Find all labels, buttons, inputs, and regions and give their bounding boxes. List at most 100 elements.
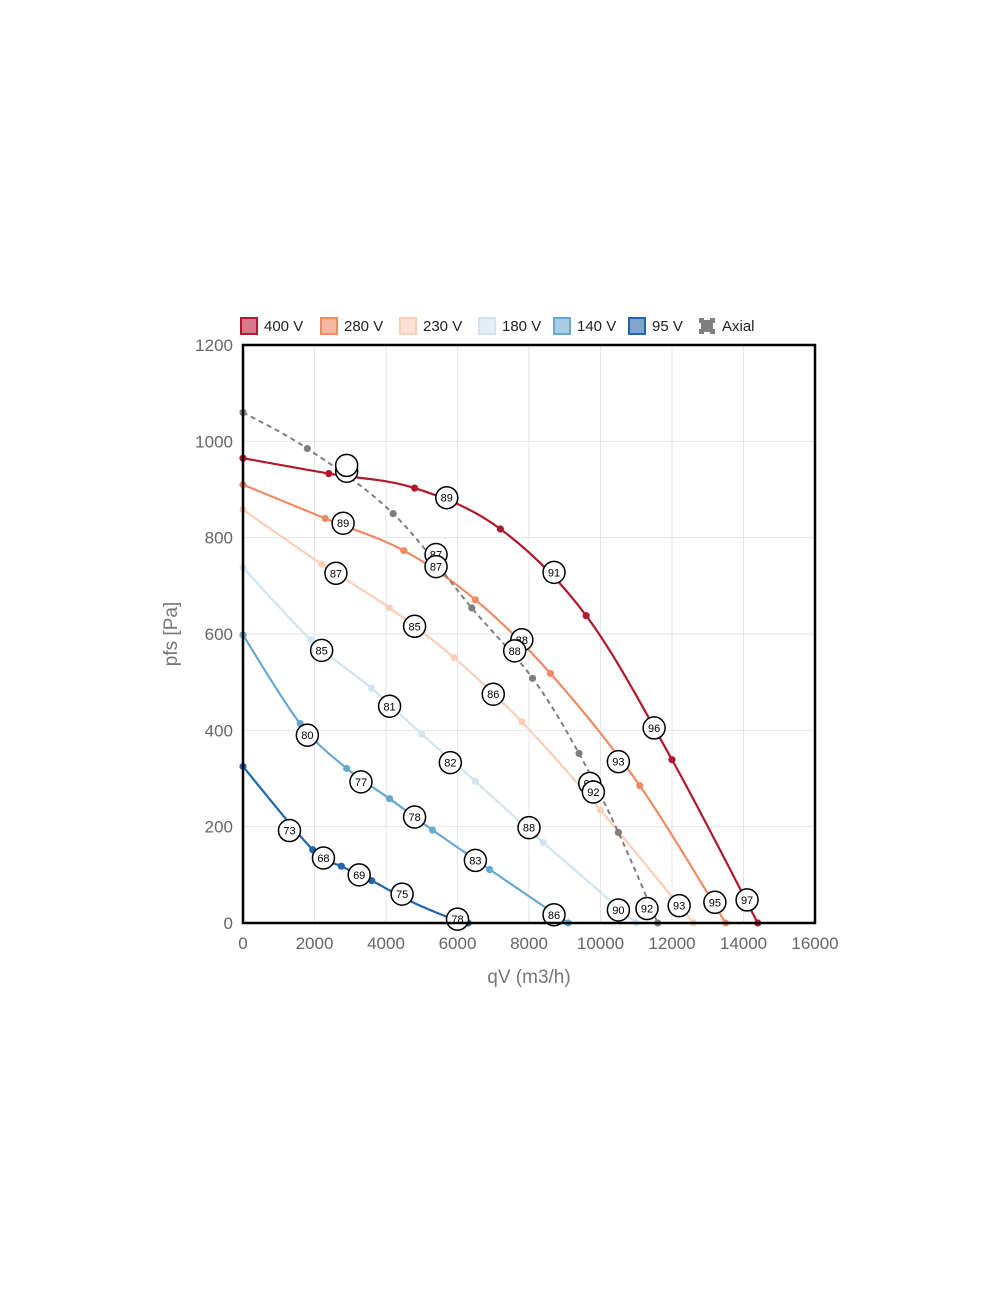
efficiency-bubble bbox=[424, 554, 448, 579]
legend-label: 95 V bbox=[652, 318, 683, 335]
x-tick-label: 2000 bbox=[296, 934, 334, 953]
efficiency-value: 92 bbox=[587, 787, 599, 799]
data-point-180-v bbox=[471, 777, 479, 785]
efficiency-bubble bbox=[324, 561, 348, 586]
efficiency-value: 88 bbox=[509, 646, 521, 658]
efficiency-bubble bbox=[277, 818, 302, 843]
x-tick-label: 14000 bbox=[720, 934, 767, 953]
series-line-400-v bbox=[242, 457, 759, 924]
efficiency-bubble bbox=[435, 485, 459, 510]
series-280-v bbox=[239, 481, 730, 927]
efficiency-bubble bbox=[606, 749, 631, 774]
data-point-230-v bbox=[596, 806, 605, 814]
efficiency-value: 96 bbox=[648, 723, 660, 735]
y-tick-label: 0 bbox=[224, 914, 233, 933]
efficiency-value: 91 bbox=[548, 567, 560, 579]
efficiency-label-140-v: 83 bbox=[463, 848, 488, 873]
plot-series bbox=[239, 408, 762, 927]
legend-swatch bbox=[478, 317, 496, 335]
efficiency-label-230-v: 86 bbox=[481, 682, 505, 706]
x-tick-label: 12000 bbox=[648, 934, 695, 953]
efficiency-label-95-v: 69 bbox=[347, 863, 371, 887]
efficiency-value: 92 bbox=[641, 904, 653, 916]
efficiency-bubble bbox=[402, 805, 427, 829]
efficiency-label-95-v: 78 bbox=[445, 907, 470, 931]
efficiency-value: 90 bbox=[612, 905, 624, 917]
data-point-280-v bbox=[471, 596, 479, 604]
data-point-230-v bbox=[450, 654, 458, 662]
legend-item-280-v[interactable]: 280 V bbox=[320, 317, 383, 335]
efficiency-label-95-v: 68 bbox=[311, 846, 336, 870]
efficiency-value: 89 bbox=[441, 493, 453, 505]
efficiency-label-140-v: 78 bbox=[402, 805, 427, 829]
data-point-230-v bbox=[318, 560, 326, 568]
efficiency-label-280-v: 89 bbox=[331, 511, 355, 535]
efficiency-label-140-v: 80 bbox=[295, 723, 320, 747]
series-140-v bbox=[239, 631, 572, 927]
data-point-95-v bbox=[337, 862, 345, 870]
efficiency-bubble bbox=[334, 453, 359, 478]
legend-swatch bbox=[240, 317, 258, 335]
efficiency-value: 89 bbox=[337, 518, 349, 530]
legend-item-180-v[interactable]: 180 V bbox=[478, 317, 541, 335]
legend-label: 140 V bbox=[577, 318, 616, 335]
efficiency-bubble bbox=[581, 780, 606, 804]
legend-swatch-corner bbox=[710, 318, 715, 323]
efficiency-bubble bbox=[502, 639, 527, 663]
data-point-axial bbox=[468, 604, 476, 612]
efficiency-label-280-v: 93 bbox=[606, 749, 631, 774]
efficiency-bubble bbox=[390, 882, 414, 906]
legend[interactable]: 400 V 280 V 230 V 180 V 140 V 95 V Axial bbox=[240, 317, 755, 335]
efficiency-value: 85 bbox=[316, 645, 328, 657]
legend-item-95-v[interactable]: 95 V bbox=[628, 317, 683, 335]
x-tick-label: 10000 bbox=[577, 934, 624, 953]
axes: 0 2000 4000 6000 8000 10000 12000 14000 16000 0 20… bbox=[195, 336, 838, 953]
legend-label: Axial bbox=[722, 318, 755, 335]
x-tick-label: 16000 bbox=[791, 934, 838, 953]
y-tick-label: 800 bbox=[205, 529, 233, 548]
efficiency-label-95-v: 73 bbox=[277, 818, 302, 843]
data-point-140-v bbox=[343, 764, 351, 772]
y-axis-title: pfs [Pa] bbox=[161, 602, 182, 666]
efficiency-bubble bbox=[635, 896, 659, 921]
data-point-axial bbox=[614, 828, 622, 837]
series-line-140-v bbox=[242, 634, 569, 924]
data-point-axial bbox=[528, 674, 537, 682]
efficiency-bubble bbox=[331, 511, 355, 535]
efficiency-bubble bbox=[642, 716, 666, 740]
legend-item-140-v[interactable]: 140 V bbox=[553, 317, 616, 335]
efficiency-value: 68 bbox=[317, 853, 329, 865]
series-180-v bbox=[239, 563, 640, 927]
legend-item-230-v[interactable]: 230 V bbox=[399, 317, 462, 335]
efficiency-value: 87 bbox=[330, 568, 342, 580]
data-point-400-v bbox=[496, 525, 504, 533]
efficiency-bubble bbox=[377, 694, 402, 718]
data-point-180-v bbox=[418, 730, 426, 738]
series-axial bbox=[239, 408, 662, 927]
efficiency-bubble bbox=[311, 846, 336, 870]
y-tick-label: 400 bbox=[205, 721, 233, 740]
data-point-axial bbox=[389, 509, 397, 518]
data-point-180-v bbox=[307, 636, 315, 644]
data-point-280-v bbox=[400, 547, 408, 555]
data-point-140-v bbox=[428, 826, 437, 834]
efficiency-label-180-v: 81 bbox=[377, 694, 402, 718]
efficiency-label-axial: 88 bbox=[502, 639, 527, 663]
efficiency-value: 88 bbox=[523, 823, 535, 835]
efficiency-value: 73 bbox=[283, 826, 295, 838]
legend-label: 180 V bbox=[502, 318, 541, 335]
efficiency-bubble bbox=[347, 863, 371, 887]
efficiency-label-180-v: 90 bbox=[606, 898, 631, 922]
legend-label: 230 V bbox=[423, 318, 462, 335]
efficiency-label-400-v: 97 bbox=[735, 888, 759, 912]
efficiency-label-axial: 92 bbox=[581, 780, 606, 804]
efficiency-bubble bbox=[481, 682, 505, 706]
legend-swatch-corner bbox=[710, 329, 715, 334]
legend-item-400-v[interactable]: 400 V bbox=[240, 317, 303, 335]
legend-swatch-corner bbox=[699, 318, 704, 323]
data-point-230-v bbox=[385, 604, 394, 612]
data-point-400-v bbox=[325, 470, 333, 478]
legend-item-axial[interactable]: Axial bbox=[699, 318, 755, 335]
efficiency-bubble bbox=[295, 723, 320, 747]
